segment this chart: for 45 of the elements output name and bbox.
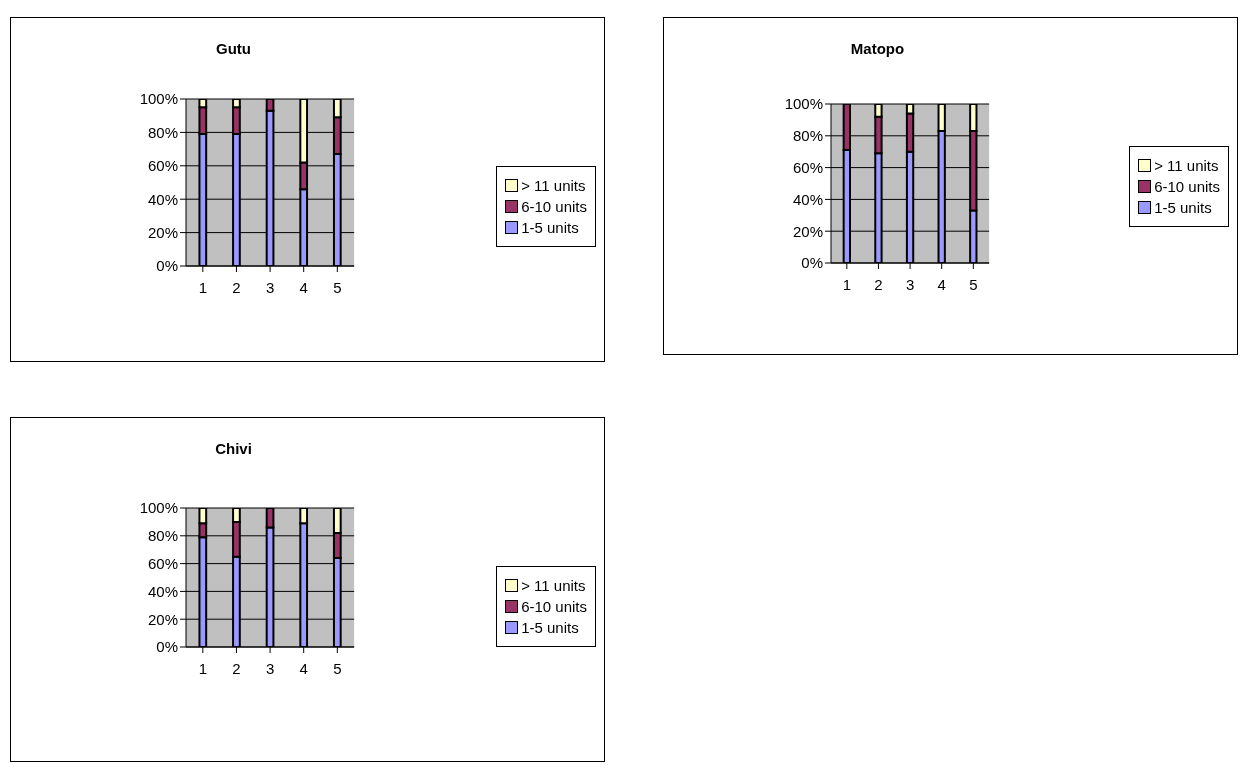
x-tick-label: 4 [299, 659, 308, 677]
legend-label: > 11 units [521, 577, 586, 594]
x-tick-label: 1 [842, 275, 851, 293]
x-tick-label: 5 [969, 275, 978, 293]
y-tick-label: 20% [792, 222, 823, 240]
legend-label: > 11 units [1154, 157, 1219, 174]
x-tick-label: 1 [198, 278, 207, 296]
chart-title: Gutu [215, 40, 252, 57]
y-tick-label: 20% [147, 610, 178, 628]
x-tick-label: 4 [937, 275, 946, 293]
x-tick-label: 4 [299, 278, 308, 296]
y-tick-label: 80% [147, 527, 178, 545]
y-tick-label: 100% [784, 95, 823, 113]
x-tick-label: 2 [232, 659, 241, 677]
y-tick-label: 60% [147, 157, 178, 175]
x-tick-label: 3 [265, 278, 275, 296]
y-tick-label: 100% [139, 499, 178, 517]
x-tick-label: 3 [905, 275, 915, 293]
y-tick-label: 40% [147, 582, 178, 600]
x-tick-label: 2 [874, 275, 883, 293]
x-tick-label: 1 [198, 659, 207, 677]
legend-label: 6-10 units [1154, 178, 1220, 195]
x-tick-label: 5 [333, 659, 342, 677]
y-tick-label: 80% [792, 127, 823, 145]
legend-label: 1-5 units [521, 619, 579, 636]
legend-label: 1-5 units [1154, 199, 1212, 216]
y-tick-label: 20% [147, 223, 178, 241]
y-tick-label: 60% [792, 158, 823, 176]
y-tick-label: 60% [147, 554, 178, 572]
x-tick-label: 3 [265, 659, 275, 677]
legend-label: 1-5 units [521, 219, 579, 236]
y-tick-label: 40% [792, 190, 823, 208]
y-tick-label: 40% [147, 190, 178, 208]
chart-title: Matopo [849, 40, 906, 57]
y-tick-label: 0% [156, 257, 178, 275]
chart-title: Chivi [214, 440, 253, 457]
y-tick-label: 0% [801, 254, 823, 272]
y-tick-label: 0% [156, 638, 178, 656]
x-tick-label: 5 [333, 278, 342, 296]
legend-label: > 11 units [521, 177, 586, 194]
y-tick-label: 80% [147, 123, 178, 141]
legend-label: 6-10 units [521, 598, 587, 615]
legend-label: 6-10 units [521, 198, 587, 215]
x-tick-label: 2 [232, 278, 241, 296]
y-tick-label: 100% [139, 90, 178, 108]
